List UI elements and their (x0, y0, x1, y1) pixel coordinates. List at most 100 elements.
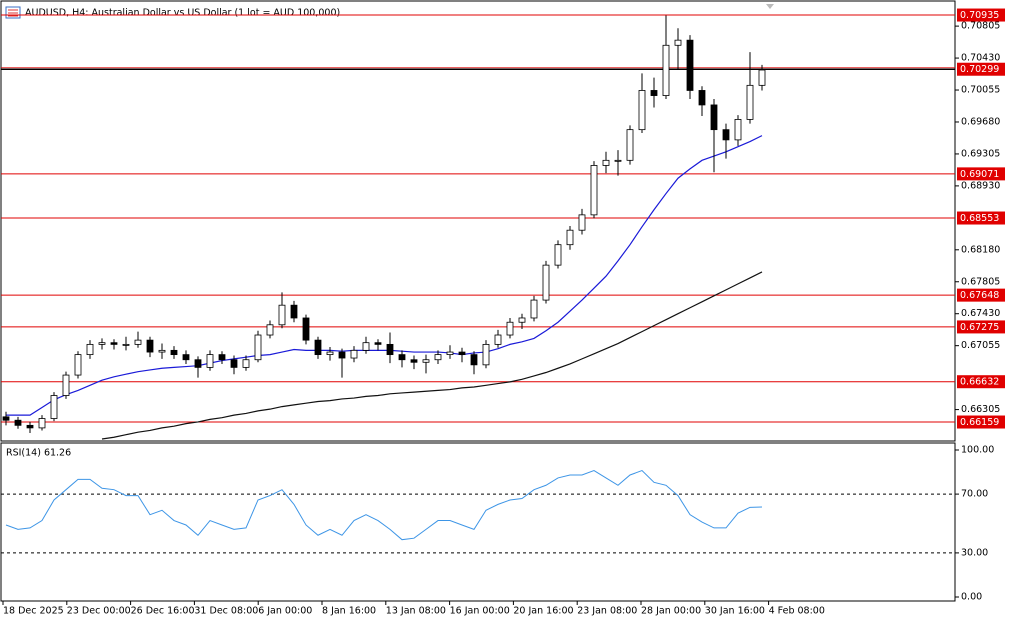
candle-body (410, 359, 418, 363)
candle-body (146, 339, 154, 353)
level-label: 0.66632 (960, 377, 999, 388)
level-label-bg (957, 167, 1005, 181)
level-label-bg (957, 8, 1005, 22)
candle-body (314, 339, 322, 356)
y-tick-label: 0.70430 (961, 53, 1000, 64)
candle-body (650, 90, 658, 96)
candle-body (470, 354, 478, 366)
candle-body (614, 159, 622, 162)
y-tick-label: 0.67805 (961, 276, 1000, 287)
level-label-bg (957, 375, 1005, 389)
candle-body (182, 354, 190, 361)
level-label: 0.67648 (960, 290, 999, 301)
x-tick-label: 23 Jan 08:00 (577, 606, 637, 617)
candle-body (674, 39, 682, 46)
candle-body (686, 39, 694, 91)
candle-body (86, 343, 94, 356)
moving-average (101, 271, 763, 440)
candle-body (554, 244, 562, 266)
x-tick-label: 6 Jan 00:00 (258, 606, 312, 617)
shift-marker (766, 4, 774, 9)
candle-body (434, 354, 442, 361)
y-tick-label: 0.69305 (961, 148, 1000, 159)
bid-label: 0.70299 (960, 64, 999, 75)
x-tick-label: 20 Jan 16:00 (513, 606, 573, 617)
x-tick-label: 13 Jan 08:00 (386, 606, 446, 617)
candle-body (170, 349, 178, 356)
candle-body (206, 354, 214, 368)
level-label: 0.68553 (960, 213, 999, 224)
x-tick-label: 16 Jan 00:00 (450, 606, 510, 617)
candle-body (638, 90, 646, 131)
candle-body (98, 342, 106, 345)
rsi-title: RSI(14) 61.26 (6, 448, 71, 459)
candle-body (158, 349, 166, 353)
symbol-icon (5, 6, 21, 19)
x-tick-label: 4 Feb 08:00 (769, 606, 825, 617)
candle-body (698, 90, 706, 106)
level-label: 0.70935 (960, 10, 999, 21)
candle-body (506, 321, 514, 336)
y-tick-label: 0.66305 (961, 404, 1000, 415)
moving-average (6, 135, 763, 416)
candle-body (758, 69, 766, 86)
bid-label-bg (957, 62, 1005, 76)
candle-body (50, 395, 58, 419)
level-label-bg (957, 211, 1005, 225)
x-tick-label: 28 Jan 00:00 (641, 606, 701, 617)
candle-body (194, 359, 202, 368)
candle-body (518, 317, 526, 323)
candle-body (62, 374, 70, 396)
plot-area (1, 14, 955, 440)
level-label: 0.69071 (960, 169, 999, 180)
x-tick-label: 26 Dec 16:00 (131, 606, 195, 617)
candle-body (14, 419, 22, 426)
x-tick-label: 18 Dec 2025 (3, 606, 64, 617)
candle-body (374, 342, 382, 345)
y-tick-label: 0.70055 (961, 85, 1000, 96)
candle-body (74, 354, 82, 376)
y-tick-label: 100.00 (961, 445, 994, 456)
candle-body (578, 214, 586, 231)
candle-body (290, 304, 298, 319)
candle-body (662, 44, 670, 96)
y-tick-label: 30.00 (961, 547, 988, 558)
y-tick-label: 0.68930 (961, 180, 1000, 191)
candle-body (422, 359, 430, 363)
level-label: 0.66159 (960, 417, 999, 428)
candle-body (494, 334, 502, 345)
y-tick-label: 70.00 (961, 489, 988, 500)
candle-body (302, 317, 310, 341)
candle-body (134, 339, 142, 345)
y-tick-label: 0.70805 (961, 21, 1000, 32)
candle-body (26, 424, 34, 429)
candle-body (482, 343, 490, 366)
candle-body (746, 84, 754, 120)
candle-body (446, 351, 454, 356)
main-panel (0, 0, 956, 442)
candle-body (266, 324, 274, 336)
x-tick-label: 8 Jan 16:00 (322, 606, 376, 617)
candle-body (458, 351, 466, 356)
y-tick-label: 0.67055 (961, 340, 1000, 351)
candle-body (326, 351, 334, 356)
candle-body (230, 359, 238, 368)
y-tick-label: 0.69680 (961, 116, 1000, 127)
level-label-bg (957, 288, 1005, 302)
level-label: 0.67275 (960, 322, 999, 333)
candle-body (122, 343, 130, 346)
y-tick-label: 0.67430 (961, 308, 1000, 319)
x-tick-label: 31 Dec 08:00 (194, 606, 258, 617)
candle-body (542, 264, 550, 301)
y-tick-label: 0.68180 (961, 244, 1000, 255)
y-tick-label: 0.00 (961, 592, 982, 603)
candle-body (398, 354, 406, 361)
rsi-panel (0, 442, 956, 602)
candle-body (710, 104, 718, 131)
candle-body (626, 129, 634, 161)
candle-body (734, 119, 742, 141)
candle-body (2, 416, 10, 421)
level-label-bg (957, 415, 1005, 429)
candle-body (278, 304, 286, 326)
